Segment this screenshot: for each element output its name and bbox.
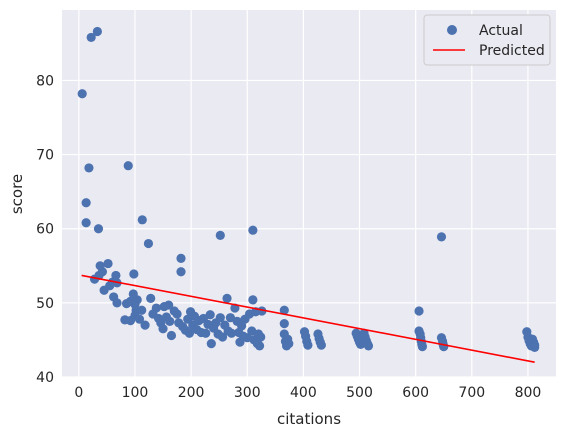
x-tick-label: 600 xyxy=(402,385,429,401)
x-tick-label: 0 xyxy=(74,385,83,401)
actual-point xyxy=(97,267,108,277)
actual-point xyxy=(248,295,258,305)
actual-point xyxy=(143,238,154,249)
actual-point xyxy=(205,310,215,320)
y-tick-label: 80 xyxy=(36,73,54,89)
legend: Actual Predicted xyxy=(423,14,551,66)
y-tick-label: 50 xyxy=(36,296,54,312)
actual-point xyxy=(206,339,216,349)
actual-point xyxy=(111,270,121,281)
actual-point xyxy=(256,332,266,342)
actual-point xyxy=(103,258,113,269)
actual-point xyxy=(132,295,142,305)
plot-area xyxy=(62,10,556,377)
x-tick-label: 300 xyxy=(234,385,261,401)
y-tick-label: 60 xyxy=(36,222,54,238)
grid-lines xyxy=(62,10,556,378)
actual-point xyxy=(129,269,139,279)
actual-point xyxy=(81,198,91,208)
x-tick-label: 200 xyxy=(178,385,205,401)
actual-point xyxy=(215,230,225,240)
actual-point xyxy=(201,328,211,338)
actual-point xyxy=(226,328,237,338)
actual-point xyxy=(176,267,186,277)
actual-point xyxy=(77,89,87,99)
actual-point xyxy=(414,306,424,316)
actual-point xyxy=(316,340,326,350)
actual-point xyxy=(92,26,102,37)
actual-point xyxy=(112,298,122,308)
actual-point xyxy=(436,232,447,242)
actual-point xyxy=(176,253,186,263)
actual-point xyxy=(151,303,161,313)
actual-point xyxy=(137,215,147,225)
actual-point xyxy=(417,342,427,352)
y-axis-label: score xyxy=(8,174,26,214)
actual-point xyxy=(123,161,133,171)
actual-point xyxy=(184,328,195,338)
actual-point xyxy=(146,293,156,304)
legend-predicted-label: Predicted xyxy=(479,43,545,59)
actual-point xyxy=(164,300,174,310)
actual-point xyxy=(81,218,91,228)
actual-point xyxy=(134,314,145,324)
actual-point xyxy=(222,293,232,304)
actual-point xyxy=(86,32,96,43)
actual-point xyxy=(279,319,289,329)
actual-point xyxy=(279,305,289,315)
legend-actual-label: Actual xyxy=(479,23,523,39)
actual-point xyxy=(137,305,147,315)
actual-point xyxy=(303,340,313,350)
actual-point xyxy=(363,341,374,351)
actual-point xyxy=(255,341,265,351)
predicted-line-group xyxy=(81,274,535,363)
actual-point xyxy=(530,342,540,352)
x-tick-labels: 0 100 200 300 400 500 600 700 800 xyxy=(74,385,541,401)
actual-point xyxy=(215,313,225,323)
actual-point xyxy=(166,330,177,341)
actual-point xyxy=(158,324,168,334)
actual-point xyxy=(140,320,150,330)
x-tick-label: 400 xyxy=(290,385,317,401)
actual-point xyxy=(225,313,236,323)
actual-point xyxy=(248,225,258,235)
actual-point xyxy=(284,339,294,349)
actual-point xyxy=(217,332,228,342)
y-tick-labels: 40 50 60 70 80 xyxy=(36,73,54,386)
y-tick-label: 40 xyxy=(36,370,54,386)
actual-points xyxy=(77,26,540,352)
x-tick-label: 800 xyxy=(515,385,542,401)
x-tick-label: 100 xyxy=(122,385,149,401)
actual-point xyxy=(84,163,94,173)
actual-point xyxy=(165,316,175,326)
y-tick-label: 70 xyxy=(36,148,54,164)
x-tick-label: 500 xyxy=(346,385,373,401)
actual-point xyxy=(172,309,182,319)
x-axis-label: citations xyxy=(277,410,341,428)
x-tick-label: 700 xyxy=(458,385,485,401)
legend-actual-marker xyxy=(447,25,457,35)
actual-point xyxy=(93,224,104,234)
predicted-line xyxy=(81,274,535,363)
